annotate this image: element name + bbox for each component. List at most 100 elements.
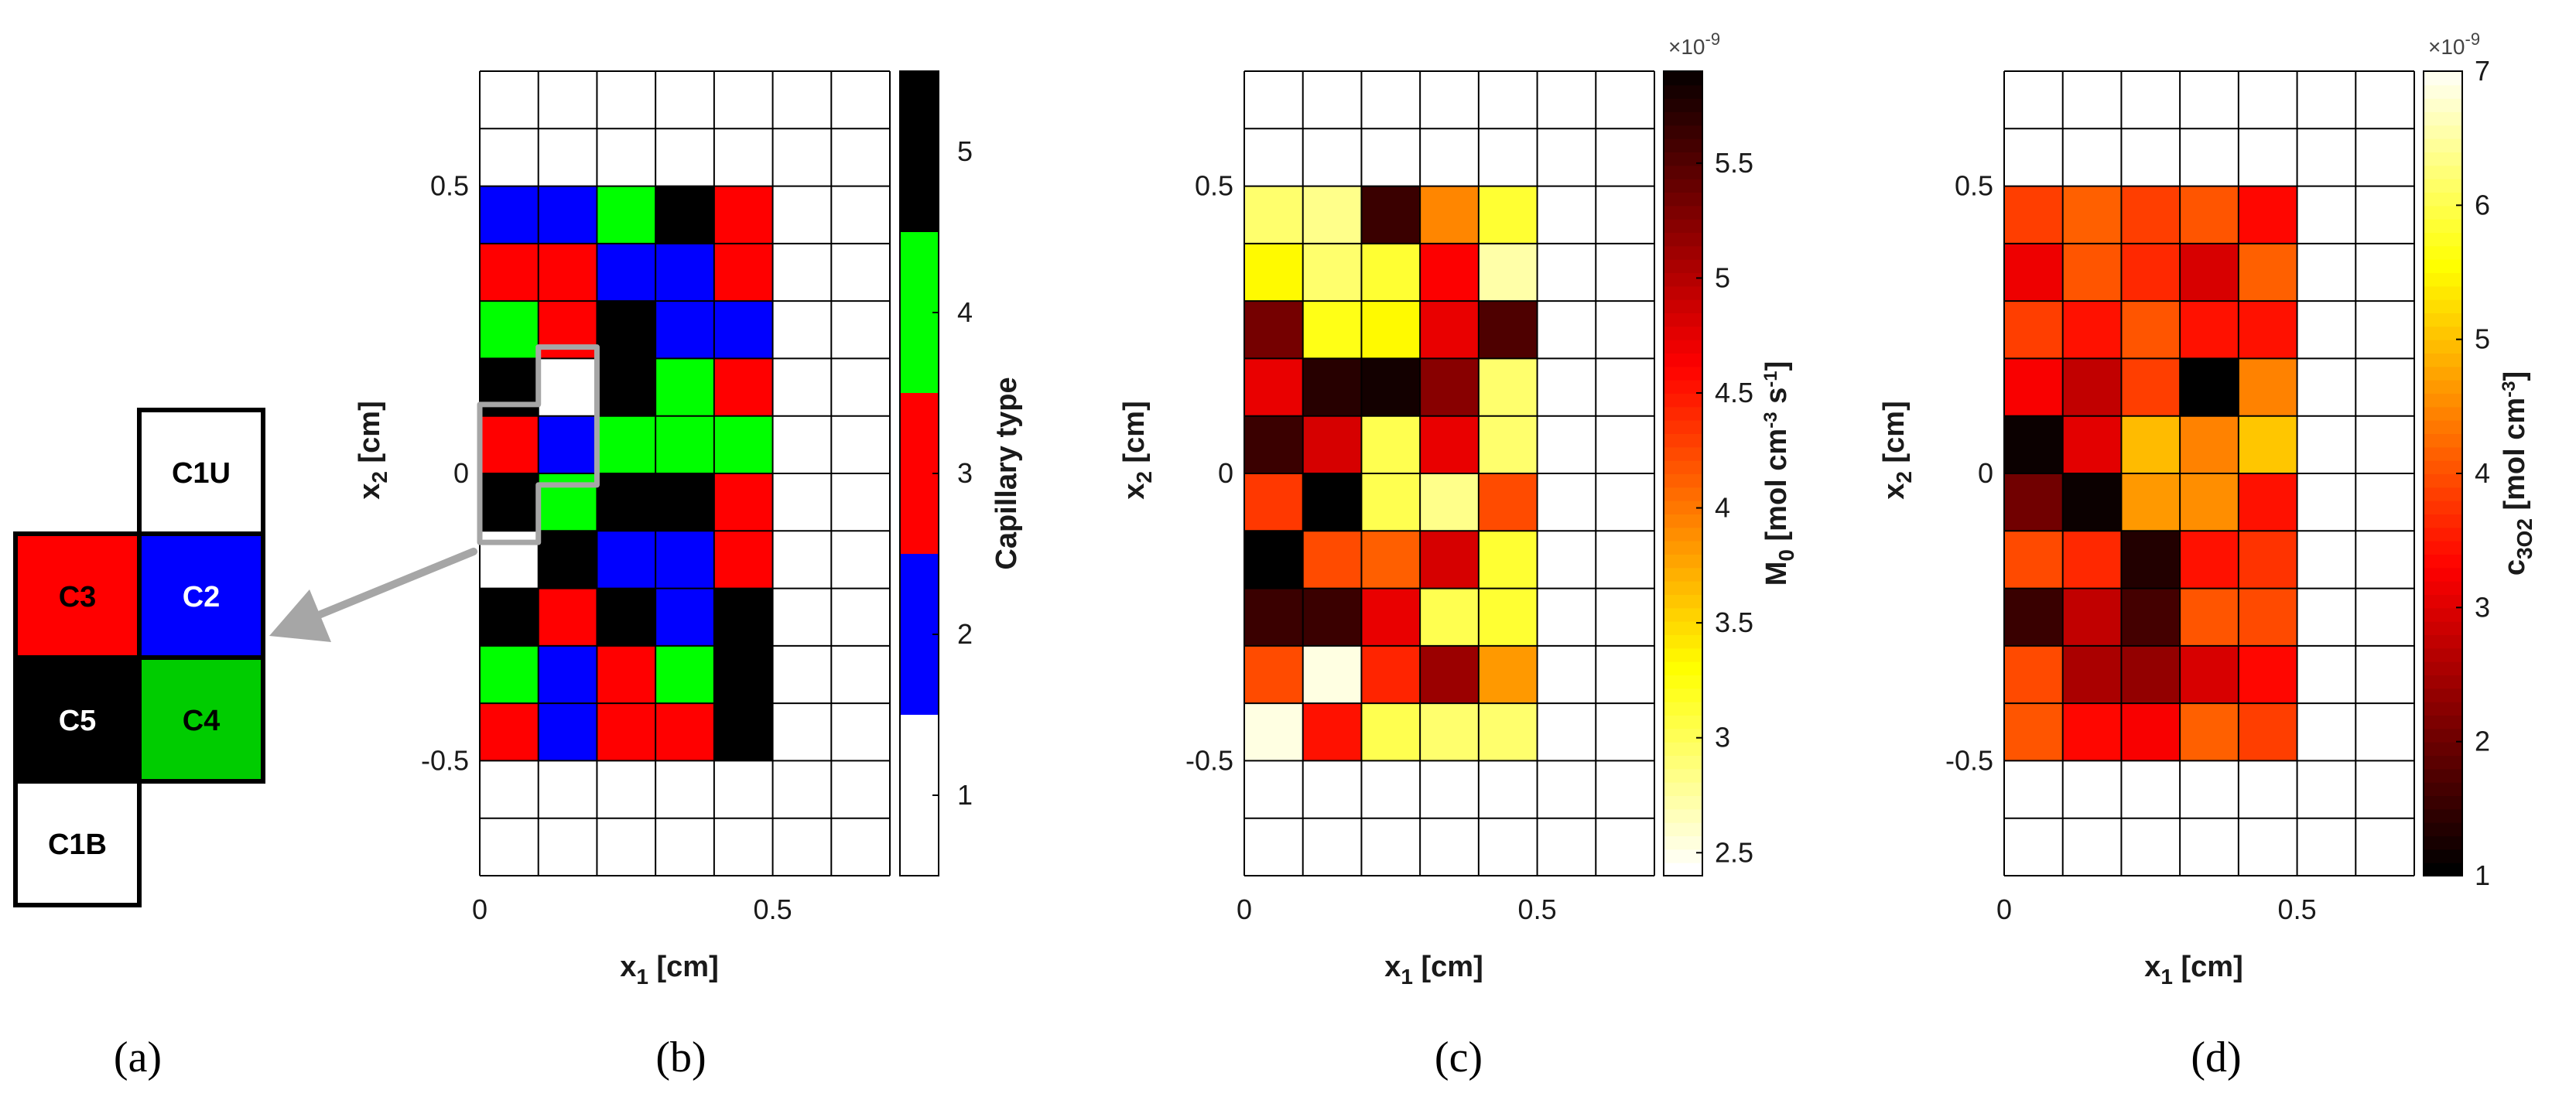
colorbar-gradient-step	[1664, 487, 1702, 501]
x-axis-label: x1 [cm]	[2144, 951, 2243, 989]
heatmap-cell	[480, 473, 539, 531]
heatmap-cell	[2062, 703, 2122, 761]
heatmap-cell	[2004, 645, 2063, 704]
colorbar-gradient-step	[1664, 755, 1702, 770]
heatmap-cell	[1302, 588, 1362, 646]
colorbar-tick-label: 3	[1715, 722, 1730, 753]
colorbar-gradient-step	[2424, 473, 2462, 488]
heatmap-cell	[538, 186, 597, 244]
heatmap-cell	[2121, 186, 2181, 244]
colorbar-gradient-step	[1664, 675, 1702, 689]
colorbar-gradient-step	[2424, 218, 2462, 233]
colorbar-gradient-step	[1664, 594, 1702, 609]
colorbar-exponent: ×10-9	[1668, 29, 1720, 59]
heatmap-cell	[1244, 243, 1303, 302]
colorbar-gradient-step	[1664, 808, 1702, 823]
heatmap-cell	[655, 531, 714, 589]
diagram-cell-label: C2	[183, 581, 221, 613]
heatmap-cell	[597, 186, 656, 244]
colorbar-gradient-step	[2424, 567, 2462, 582]
colorbar-gradient-step	[1664, 500, 1702, 514]
colorbar-gradient-step	[2424, 460, 2462, 474]
heatmap-cell	[597, 588, 656, 646]
colorbar-gradient-step	[1664, 822, 1702, 836]
colorbar-gradient-step	[2424, 379, 2462, 394]
colorbar-gradient-step	[2424, 446, 2462, 461]
colorbar-gradient-step	[1664, 138, 1702, 152]
colorbar-tick-label: 1	[2475, 859, 2490, 891]
heatmap-cell	[713, 531, 773, 589]
heatmap-cell	[480, 243, 539, 302]
heatmap-cell	[480, 358, 539, 416]
colorbar-gradient-step	[2424, 580, 2462, 595]
heatmap-cell	[2121, 588, 2181, 646]
panel-label-a: (a)	[114, 1034, 162, 1081]
colorbar-gradient-step	[1664, 379, 1702, 394]
colorbar-gradient-step	[1664, 205, 1702, 220]
y-axis-label: x2 [cm]	[1118, 401, 1156, 500]
colorbar-gradient-step	[2424, 487, 2462, 501]
colorbar-gradient-step	[1664, 768, 1702, 783]
colorbar-tick-label: 3	[957, 457, 973, 489]
colorbar-tick-label: 5.5	[1715, 147, 1753, 179]
colorbar-gradient-step	[2424, 339, 2462, 354]
colorbar-gradient-step	[2424, 192, 2462, 207]
heatmap-cell	[480, 415, 539, 473]
heatmap-cell	[2062, 186, 2122, 244]
heatmap-cell	[655, 588, 714, 646]
colorbar-tick-label: 7	[2475, 55, 2490, 87]
heatmap-cell	[1361, 243, 1421, 302]
heatmap-cell	[1361, 186, 1421, 244]
colorbar-gradient-step	[1664, 701, 1702, 716]
x-axis-label: x1 [cm]	[620, 951, 719, 989]
heatmap-cell	[2121, 703, 2181, 761]
heatmap-cell	[2180, 358, 2239, 416]
heatmap-cell	[2238, 415, 2297, 473]
heatmap-cell	[1420, 645, 1479, 704]
colorbar-gradient-step	[2424, 419, 2462, 434]
heatmap-cell	[2238, 358, 2297, 416]
y-tick-label: 0	[1978, 457, 1993, 489]
heatmap-cell	[2062, 473, 2122, 531]
colorbar-gradient-step	[2424, 205, 2462, 220]
heatmap-cell	[2121, 358, 2181, 416]
heatmap-cell	[480, 645, 539, 704]
x-tick-label: 0	[1996, 893, 2012, 925]
heatmap-cell	[1302, 645, 1362, 704]
colorbar-gradient-step	[2424, 97, 2462, 112]
heatmap-cell	[655, 703, 714, 761]
colorbar-gradient-step	[2424, 768, 2462, 783]
heatmap-cell	[1361, 301, 1421, 359]
colorbar-gradient-step	[1664, 473, 1702, 488]
heatmap-cell	[2238, 186, 2297, 244]
heatmap-cell	[1302, 415, 1362, 473]
colorbar-segment	[900, 232, 939, 393]
heatmap-cell	[597, 703, 656, 761]
y-axis-label: x2 [cm]	[1878, 401, 1916, 500]
colorbar-gradient-step	[1664, 460, 1702, 474]
colorbar-title: c3O2 [mol cm-3]	[2499, 371, 2537, 576]
colorbar-gradient-step	[2424, 393, 2462, 408]
colorbar-gradient-step	[1664, 647, 1702, 662]
heatmap-cell	[2180, 588, 2239, 646]
heatmap-cell	[2238, 473, 2297, 531]
heatmap-cell	[2121, 243, 2181, 302]
heatmap-cell	[2180, 415, 2239, 473]
heatmap-cell	[538, 358, 597, 416]
colorbar-tick-label: 5	[2475, 323, 2490, 355]
colorbar-tick-label: 4	[2475, 457, 2490, 489]
heatmap-cell	[2062, 531, 2122, 589]
colorbar-gradient-step	[2424, 554, 2462, 569]
colorbar-gradient-step	[2424, 299, 2462, 313]
colorbar-tick-label: 4.5	[1715, 377, 1753, 408]
heatmap-cell	[597, 301, 656, 359]
colorbar-gradient-step	[2424, 165, 2462, 179]
y-tick-label: 0.5	[1195, 170, 1233, 202]
heatmap-cell	[1361, 588, 1421, 646]
colorbar-gradient-step	[1664, 71, 1702, 86]
heatmap-cell	[2062, 243, 2122, 302]
heatmap-cell	[538, 473, 597, 531]
colorbar-gradient-step	[2424, 647, 2462, 662]
colorbar-gradient-step	[2424, 326, 2462, 340]
heatmap-cell	[655, 473, 714, 531]
